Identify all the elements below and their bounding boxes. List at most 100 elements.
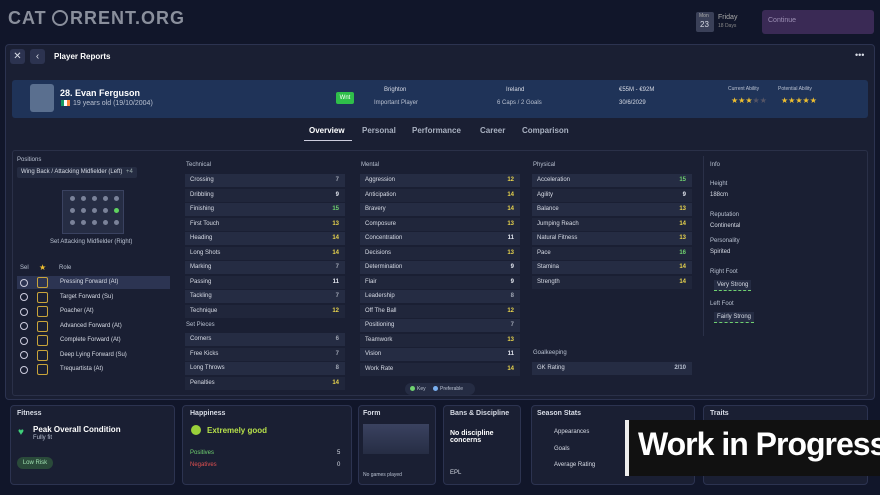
attribute-row <box>532 261 692 274</box>
attribute-value: 11 <box>507 351 514 357</box>
role-radio[interactable] <box>20 278 28 287</box>
club-role: Important Player <box>374 100 419 106</box>
attribute-value: 13 <box>507 249 514 256</box>
contract: 30/6/2029 <box>619 100 646 106</box>
role-name: Trequartista (At) <box>60 366 104 372</box>
attribute-name: Tackling <box>190 293 212 299</box>
star: ★ <box>738 96 746 105</box>
ability-stars: ★★★★★ <box>781 96 817 105</box>
star: ★ <box>752 96 760 105</box>
attribute-row <box>185 188 345 202</box>
attribute-row <box>185 304 345 318</box>
role-radio[interactable] <box>20 336 28 345</box>
continue-label: Continue <box>768 17 797 24</box>
attribute-row <box>185 362 345 375</box>
attribute-value: 7 <box>335 264 339 270</box>
tab[interactable]: Comparison <box>522 126 569 135</box>
star: ★ <box>781 96 789 105</box>
tab[interactable]: Performance <box>412 126 461 135</box>
attribute-name: Technique <box>190 307 218 314</box>
attribute-value: 13 <box>679 235 686 241</box>
day-name: Friday <box>718 14 738 21</box>
attribute-row <box>360 188 520 202</box>
positives-count: 5 <box>337 450 341 456</box>
attribute-row <box>185 376 345 390</box>
role-icon <box>37 291 48 303</box>
info-box <box>703 156 863 336</box>
attribute-value: 15 <box>679 177 686 183</box>
pitch-dot <box>70 208 75 213</box>
attribute-name: Vision <box>365 351 382 357</box>
role-icon <box>37 306 48 317</box>
flag <box>61 100 70 106</box>
attribute-name: Aggression <box>365 177 396 183</box>
star: ★ <box>745 96 753 105</box>
attribute-name: Strength <box>537 278 560 285</box>
tab[interactable]: Personal <box>362 126 396 135</box>
attribute-row <box>360 348 520 361</box>
card-title: Bans & Discipline <box>450 410 510 417</box>
player-name: 28. Evan Ferguson <box>60 88 141 98</box>
continue-button[interactable] <box>762 10 874 34</box>
attribute-value: 12 <box>507 307 514 314</box>
role-icon <box>37 349 48 361</box>
season-stat: Appearances <box>554 429 590 435</box>
day: 23 <box>700 20 709 29</box>
section-title: Info <box>710 162 721 168</box>
attribute-row <box>185 275 345 289</box>
role-radio[interactable] <box>20 365 28 374</box>
attribute-name: Heading <box>190 235 213 241</box>
attribute-row <box>360 319 520 332</box>
club: Brighton <box>384 87 407 93</box>
role-radio[interactable] <box>20 351 28 359</box>
attribute-row <box>532 362 692 375</box>
info-label: Personality <box>710 238 740 244</box>
attribute-name: Marking <box>190 264 212 270</box>
attribute-row <box>532 188 692 202</box>
attribute-name: Passing <box>190 278 212 285</box>
info-value: Continental <box>710 223 741 229</box>
role-radio[interactable] <box>20 307 28 316</box>
pitch-dot <box>103 208 108 213</box>
attribute-name: Stamina <box>537 264 560 270</box>
pitch-dot <box>103 196 108 201</box>
pitch-dot <box>70 196 75 201</box>
tab[interactable]: Career <box>480 126 506 135</box>
close-button[interactable]: ✕ <box>10 49 25 64</box>
role-name: Poacher (At) <box>60 308 94 314</box>
form-graph <box>363 424 429 454</box>
attribute-row <box>185 232 345 245</box>
attribute-value: 9 <box>335 191 339 198</box>
overlay-box <box>625 420 880 476</box>
positives: Positives <box>190 450 215 456</box>
role-radio[interactable] <box>20 322 28 330</box>
star-header: ★ <box>39 263 47 272</box>
season-stat: Goals <box>554 445 570 452</box>
attribute-name: Teamwork <box>365 336 393 343</box>
pitch-dot <box>114 196 119 201</box>
attribute-value: 14 <box>332 249 339 256</box>
attribute-name: Positioning <box>365 322 395 328</box>
attribute-value: 11 <box>332 278 339 285</box>
attribute-name: Agility <box>537 191 554 198</box>
attribute-name: Corners <box>190 336 212 342</box>
position-selected: Set Attacking Midfielder (Right) <box>50 239 133 245</box>
heart: ♥ <box>18 427 24 438</box>
info-label: Left Foot <box>710 301 734 307</box>
attribute-row <box>185 174 345 187</box>
date-box <box>696 12 714 32</box>
negatives: Negatives <box>190 462 217 468</box>
tab[interactable]: Overview <box>309 126 345 135</box>
back-button[interactable]: ‹ <box>30 49 45 64</box>
position-extra: +4 <box>126 169 133 175</box>
roles-header: Role <box>59 265 72 271</box>
attribute-row <box>185 246 345 260</box>
ability-label: Current Ability <box>728 86 760 92</box>
attribute-value: 12 <box>332 307 339 314</box>
more-menu[interactable]: ••• <box>855 50 865 60</box>
role-radio[interactable] <box>20 293 28 301</box>
attribute-value: 9 <box>682 191 686 198</box>
attribute-value: 14 <box>507 365 514 372</box>
info-label: Reputation <box>710 212 740 218</box>
